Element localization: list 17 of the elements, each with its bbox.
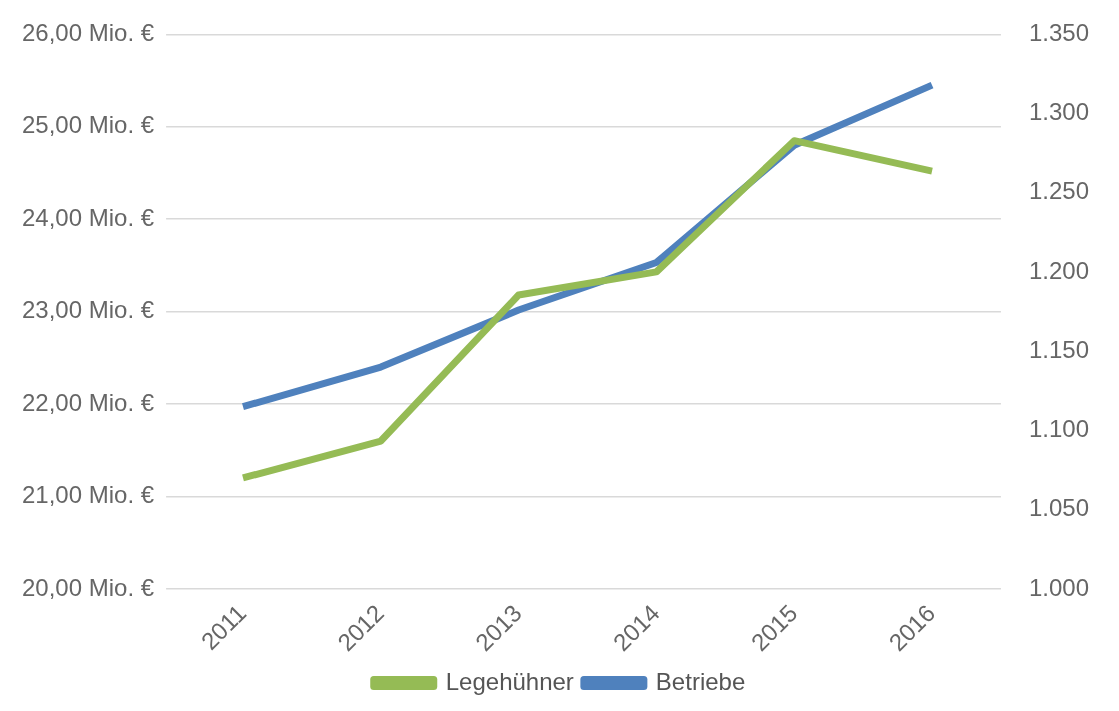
y-tick-label: 20,00 Mio. € <box>21 573 155 601</box>
y2-tick-label: 1.100 <box>1028 415 1089 443</box>
y-tick-label: 23,00 Mio. € <box>21 296 155 324</box>
y2-tick-label: 1.250 <box>1028 177 1089 205</box>
y2-tick-label: 1.200 <box>1028 256 1089 284</box>
y-tick-label: 24,00 Mio. € <box>21 203 155 231</box>
y-tick-label: 25,00 Mio. € <box>21 111 155 139</box>
legend-label: Legehühner <box>445 667 574 695</box>
y-tick-label: 21,00 Mio. € <box>21 481 155 509</box>
y2-tick-label: 1.300 <box>1028 98 1089 126</box>
y2-tick-label: 1.000 <box>1028 573 1089 601</box>
y2-tick-label: 1.350 <box>1028 19 1089 47</box>
legend-label: Betriebe <box>655 667 746 695</box>
y-tick-label: 22,00 Mio. € <box>21 388 155 416</box>
y-tick-label: 26,00 Mio. € <box>21 19 155 47</box>
y2-tick-label: 1.050 <box>1028 494 1089 522</box>
y2-tick-label: 1.150 <box>1028 335 1089 363</box>
